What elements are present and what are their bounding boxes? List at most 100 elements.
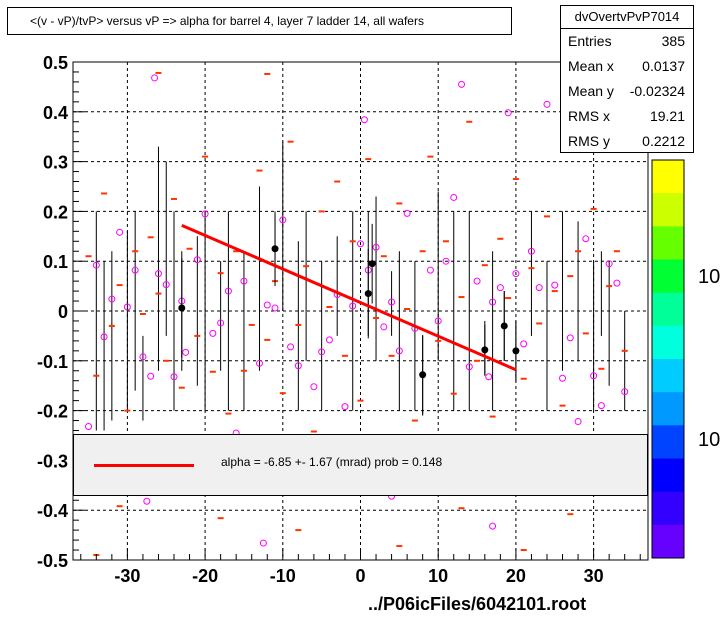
stats-value: 385 [661, 33, 685, 49]
circle-marker [621, 388, 629, 396]
circle-marker [489, 522, 497, 530]
circle-marker [240, 277, 248, 285]
profile-point [178, 304, 186, 312]
circle-marker [485, 373, 493, 381]
circle-marker [349, 302, 357, 310]
stats-row: RMS y 0.2212 [561, 129, 693, 154]
legend-line-swatch [94, 464, 194, 467]
circle-marker [294, 362, 302, 370]
stats-label: Mean x [568, 58, 614, 74]
circle-marker [582, 235, 590, 243]
circle-marker [504, 109, 512, 117]
palette-segment [652, 425, 684, 459]
circle-marker [597, 402, 605, 410]
palette-segment [652, 193, 684, 227]
x-tick-label: 30 [584, 566, 604, 586]
stats-label: RMS y [568, 133, 610, 149]
y-tick-label: -0.3 [37, 451, 68, 471]
profile-point [481, 346, 489, 354]
circle-marker [450, 193, 458, 201]
stats-label: RMS x [568, 108, 610, 124]
palette-segment [652, 226, 684, 260]
circle-marker [559, 374, 567, 382]
circle-marker [151, 74, 159, 82]
circle-marker [613, 279, 621, 287]
circle-marker [473, 277, 481, 285]
x-tick-label: -10 [270, 566, 296, 586]
plot-title-text: <(v - vP)/tvP> versus vP => alpha for ba… [30, 14, 424, 28]
y-tick-label: 0.5 [43, 53, 68, 73]
circle-marker [123, 303, 131, 311]
x-tick-label: 0 [355, 566, 365, 586]
circle-marker [162, 281, 170, 289]
circle-marker [535, 284, 543, 292]
profile-point [271, 245, 279, 253]
y-tick-label: -0.5 [37, 551, 68, 571]
circle-marker [566, 334, 574, 342]
stats-row: RMS x 19.21 [561, 104, 693, 129]
palette-label: 10 [698, 429, 720, 451]
y-tick-label: 0.2 [43, 202, 68, 222]
stats-row: Entries 385 [561, 29, 693, 54]
palette-segment [652, 392, 684, 426]
circle-marker [574, 418, 582, 426]
stats-name: dvOvertvPvP7014 [561, 6, 693, 29]
palette-segment [652, 491, 684, 526]
circle-marker [92, 261, 100, 269]
profile-point [368, 260, 376, 268]
file-label: ../P06icFiles/6042101.root [368, 594, 587, 614]
plot-title: <(v - vP)/tvP> versus vP => alpha for ba… [7, 7, 512, 35]
circle-marker [271, 304, 279, 312]
circle-marker [310, 383, 318, 391]
circle-marker [201, 210, 209, 218]
circle-marker [341, 403, 349, 411]
circle-marker [605, 260, 613, 268]
circle-marker [496, 284, 504, 292]
stats-value: 0.0137 [642, 58, 685, 74]
circle-marker [360, 116, 368, 124]
profile-point [512, 347, 520, 355]
circle-marker [263, 301, 271, 309]
circle-marker [318, 348, 326, 356]
circle-marker [388, 298, 396, 306]
circle-marker [403, 209, 411, 217]
circle-marker [380, 323, 388, 331]
circle-marker [590, 372, 598, 380]
circle-marker [287, 343, 295, 351]
x-tick-label: 20 [506, 566, 526, 586]
profile-point [364, 290, 372, 298]
stats-label: Mean y [568, 83, 614, 99]
legend-text: alpha = -6.85 +- 1.67 (mrad) prob = 0.14… [221, 455, 443, 469]
fit-legend: alpha = -6.85 +- 1.67 (mrad) prob = 0.14… [73, 434, 648, 496]
palette-frame [651, 159, 685, 559]
palette-segment [652, 292, 684, 327]
palette-segment [652, 259, 684, 294]
circle-marker [372, 243, 380, 251]
circle-marker [170, 373, 178, 381]
circle-marker [100, 333, 108, 341]
circle-marker [209, 329, 217, 337]
profile-point [419, 371, 427, 379]
circle-marker [224, 287, 232, 295]
circle-marker [543, 100, 551, 108]
circle-marker [325, 336, 333, 344]
circle-marker [131, 266, 139, 274]
x-tick-label: -20 [192, 566, 218, 586]
palette-segment [652, 325, 684, 360]
circle-marker [395, 347, 403, 355]
circle-marker [426, 266, 434, 274]
circle-marker [465, 363, 473, 371]
stats-value: -0.02324 [629, 83, 685, 99]
stats-value: 19.21 [649, 108, 685, 124]
palette-segment [652, 160, 684, 194]
circle-marker [512, 270, 520, 278]
palette-segment [652, 458, 684, 493]
circle-marker [527, 247, 535, 255]
stats-row: Mean y -0.02324 [561, 79, 693, 104]
palette-segment [652, 359, 684, 393]
y-tick-label: -0.4 [37, 501, 68, 521]
x-tick-label: 10 [428, 566, 448, 586]
circle-marker [259, 539, 267, 547]
y-tick-label: -0.2 [37, 402, 68, 422]
circle-marker [85, 423, 93, 431]
